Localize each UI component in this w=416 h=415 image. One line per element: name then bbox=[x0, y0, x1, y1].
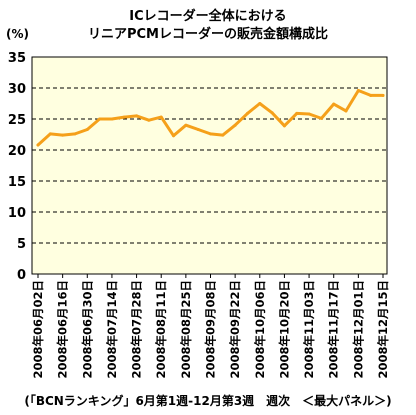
data-point bbox=[307, 112, 311, 116]
data-point bbox=[110, 117, 114, 121]
chart-title-line-1: ICレコーダー全体における bbox=[129, 8, 286, 24]
x-tick-label: 2008年08月25日 bbox=[179, 280, 193, 379]
data-point bbox=[122, 115, 126, 119]
x-axis-ticks: 2008年06月02日 2008年06月16日 2008年06月30日 2008年07… bbox=[31, 274, 390, 379]
x-tick-label: 2008年07月28日 bbox=[130, 280, 144, 379]
x-tick-label: 2008年10月06日 bbox=[253, 280, 267, 379]
data-point bbox=[344, 109, 348, 113]
chart-title-line-2: リニアPCMレコーダーの販売金額構成比 bbox=[88, 26, 328, 42]
x-tick-label: 2008年11月03日 bbox=[302, 280, 316, 379]
y-tick-label: 25 bbox=[8, 113, 26, 128]
x-tick-label: 2008年06月30日 bbox=[80, 280, 94, 379]
data-point bbox=[245, 111, 249, 115]
data-point bbox=[295, 111, 299, 115]
x-tick-label: 2008年12月15日 bbox=[376, 280, 390, 379]
x-tick-label: 2008年12月01日 bbox=[351, 280, 365, 379]
y-tick-label: 5 bbox=[17, 237, 26, 252]
x-tick-label: 2008年10月20日 bbox=[277, 280, 291, 379]
data-point bbox=[196, 128, 200, 132]
data-point bbox=[48, 132, 52, 136]
series-group bbox=[36, 88, 385, 147]
data-point bbox=[258, 102, 262, 105]
data-point bbox=[381, 93, 385, 97]
y-tick-label: 35 bbox=[8, 51, 26, 66]
chart-footnote: (「BCNランキング」6月第1週-12月第3週 週次 ＜最大パネル＞) bbox=[24, 393, 391, 408]
plot-area bbox=[31, 56, 388, 275]
data-point bbox=[209, 132, 212, 136]
data-point bbox=[73, 132, 77, 136]
data-point bbox=[282, 124, 286, 128]
data-point bbox=[369, 93, 373, 97]
x-tick-label: 2008年11月17日 bbox=[327, 280, 341, 379]
y-tick-label: 30 bbox=[8, 82, 26, 97]
x-tick-label: 2008年07月14日 bbox=[105, 280, 119, 379]
y-tick-label: 10 bbox=[8, 206, 26, 221]
data-point bbox=[159, 115, 163, 119]
data-point bbox=[36, 143, 40, 147]
x-tick-label: 2008年06月16日 bbox=[56, 280, 70, 379]
y-axis-ticks: 0 5 10 15 20 25 30 35 bbox=[8, 51, 26, 283]
data-point bbox=[233, 123, 237, 127]
data-point bbox=[98, 117, 102, 121]
x-tick-label: 2008年08月11日 bbox=[154, 280, 168, 379]
data-point bbox=[61, 133, 65, 137]
y-axis-unit-label: (%) bbox=[6, 27, 29, 41]
y-tick-label: 20 bbox=[8, 144, 26, 159]
data-point bbox=[135, 114, 139, 118]
x-tick-label: 2008年06月02日 bbox=[31, 280, 45, 379]
data-point bbox=[319, 116, 323, 120]
data-point bbox=[184, 123, 188, 127]
y-tick-label: 0 bbox=[17, 268, 26, 283]
x-tick-label: 2008年09月08日 bbox=[204, 280, 218, 379]
x-tick-label: 2008年09月22日 bbox=[228, 280, 242, 379]
data-point bbox=[270, 111, 274, 115]
data-point bbox=[332, 102, 336, 106]
y-tick-label: 15 bbox=[8, 175, 26, 190]
data-point bbox=[356, 88, 360, 92]
data-point bbox=[221, 133, 225, 137]
data-point bbox=[147, 118, 151, 122]
gridlines bbox=[32, 87, 387, 244]
data-point bbox=[85, 128, 89, 132]
data-point bbox=[172, 134, 176, 138]
